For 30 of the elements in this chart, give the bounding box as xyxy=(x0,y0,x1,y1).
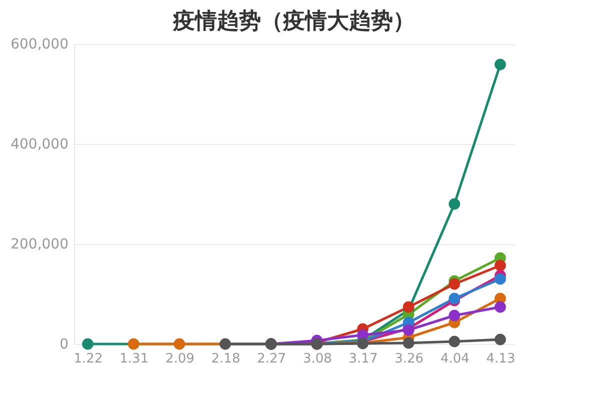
x-tick-label: 2.18 xyxy=(211,352,240,366)
point xyxy=(494,301,506,313)
x-tick-label: 1.22 xyxy=(74,352,103,366)
point xyxy=(494,58,506,70)
point xyxy=(448,198,460,210)
x-tick-label: 4.13 xyxy=(486,352,516,366)
x-tick-label: 2.27 xyxy=(257,352,286,366)
point xyxy=(494,273,506,285)
point xyxy=(82,338,94,350)
point xyxy=(448,278,460,290)
x-tick-label: 3.17 xyxy=(348,352,378,366)
point xyxy=(402,301,414,313)
y-tick-label: 400,000 xyxy=(10,136,68,152)
point xyxy=(494,260,506,272)
chart-title: 疫情趋势（疫情大趋势） xyxy=(172,9,415,34)
x-tick-label: 1.31 xyxy=(120,352,149,366)
point xyxy=(448,336,460,348)
point xyxy=(448,310,460,322)
point xyxy=(494,334,506,346)
point xyxy=(128,338,140,350)
x-tick-label: 3.26 xyxy=(394,352,424,366)
x-tick-label: 4.04 xyxy=(440,352,470,366)
y-tick-label: 200,000 xyxy=(10,236,68,252)
x-tick-label: 2.09 xyxy=(165,352,194,366)
point xyxy=(220,338,231,350)
x-tick-label: 3.08 xyxy=(302,352,332,366)
point xyxy=(402,337,414,349)
y-tick-label: 600,000 xyxy=(10,36,68,52)
point xyxy=(174,338,186,350)
y-tick-label: 0 xyxy=(60,336,68,352)
